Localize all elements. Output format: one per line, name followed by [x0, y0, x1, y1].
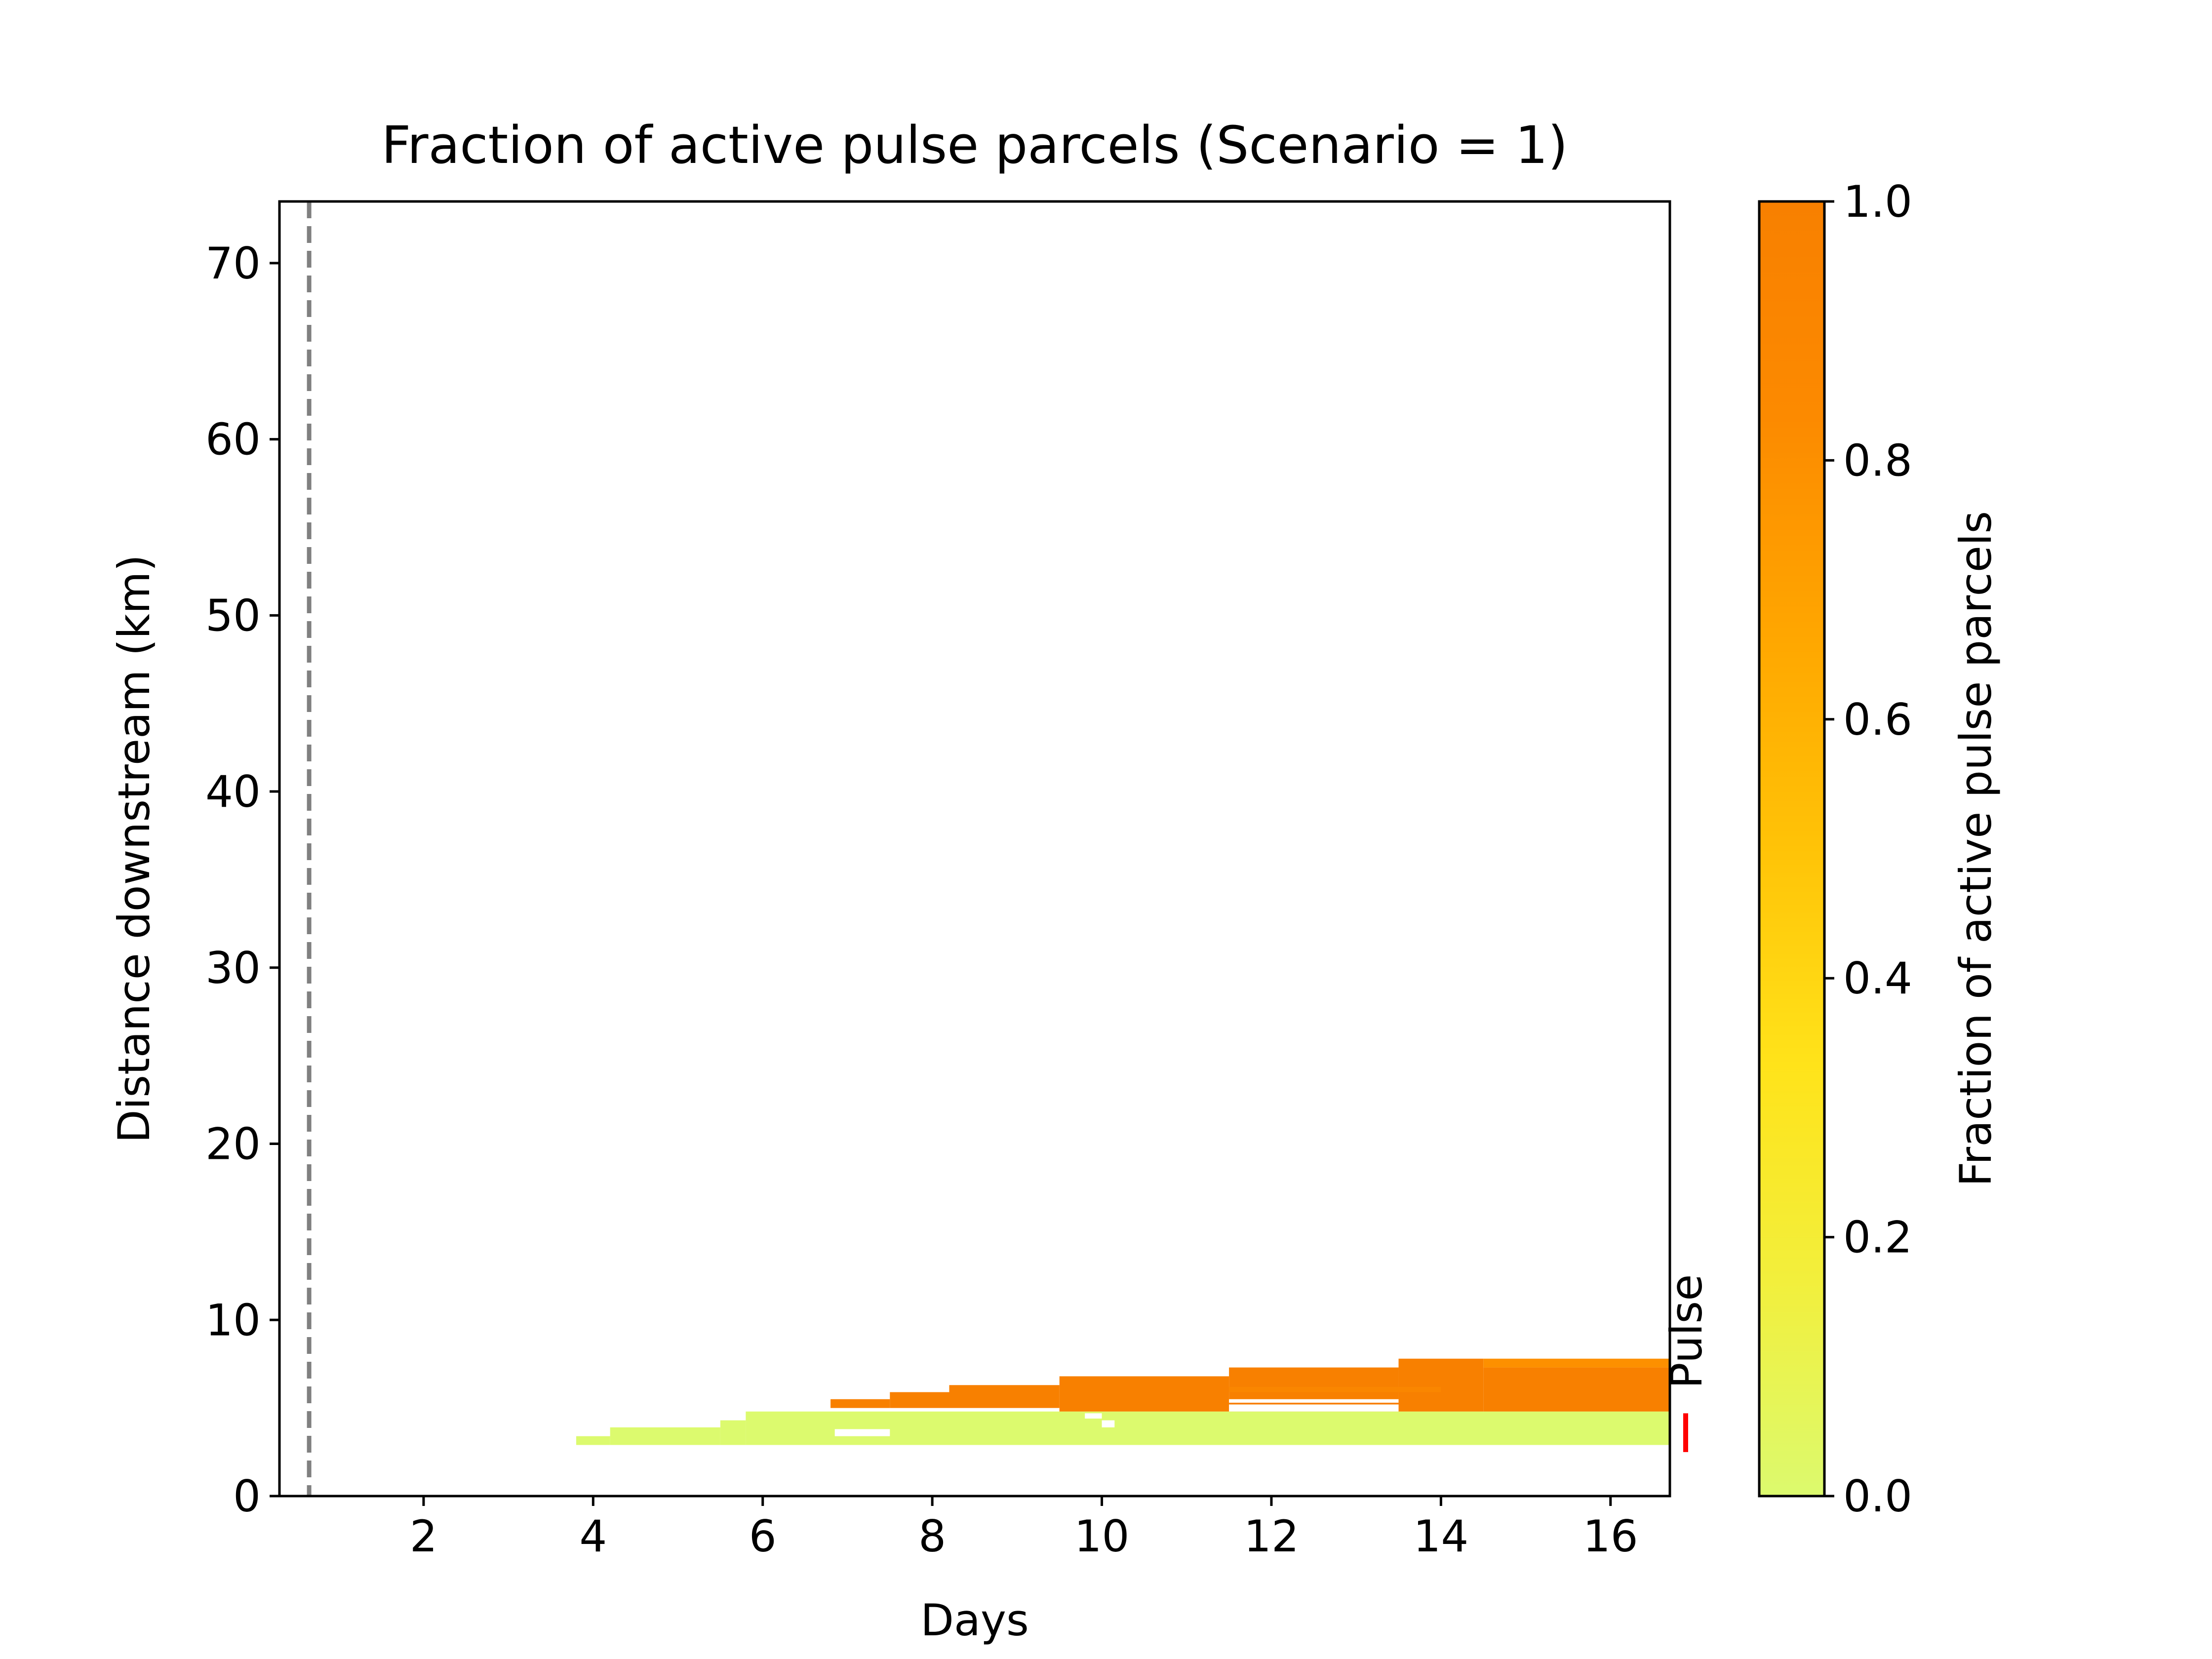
heatmap-cell [1059, 1376, 1229, 1412]
x-tick-label: 2 [410, 1511, 437, 1562]
x-tick-label: 16 [1583, 1511, 1638, 1562]
heatmap-cell [949, 1385, 1060, 1408]
x-axis-ticks: 2 4 6 8 10 12 14 16 [410, 1496, 1638, 1562]
colorbar [1758, 200, 1826, 1498]
heatmap-cell [890, 1392, 949, 1408]
x-tick-label: 14 [1413, 1511, 1468, 1562]
x-tick-label: 8 [918, 1511, 946, 1562]
colorbar-tick-label: 0.8 [1843, 435, 1912, 486]
pulse-marker-label: Pulse [1661, 1274, 1712, 1389]
heatmap-cell [576, 1436, 610, 1445]
colorbar-label: Fraction of active pulse parcels [1950, 511, 2001, 1186]
colorbar-tick-label: 0.4 [1843, 953, 1912, 1004]
colorbar-ticks: 0.0 0.2 0.4 0.6 0.8 1.0 [1824, 176, 1912, 1522]
heatmap-cell [1483, 1358, 1670, 1368]
y-tick-label: 10 [205, 1295, 261, 1345]
plot-frame [278, 200, 1671, 1498]
heatmap-gap [834, 1429, 890, 1436]
x-axis-label: Days [920, 1595, 1029, 1646]
heatmap-gap [1229, 1404, 1399, 1412]
heatmap-cell [746, 1411, 1670, 1445]
y-tick-label: 20 [205, 1119, 261, 1170]
heatmap-cell [1398, 1358, 1484, 1412]
heatmap-cell [830, 1399, 890, 1408]
y-tick-label: 50 [205, 590, 261, 641]
heatmap-cell [610, 1427, 720, 1445]
y-axis-ticks: 0 10 20 30 40 50 60 70 [205, 238, 279, 1522]
y-tick-label: 30 [205, 943, 261, 993]
x-tick-label: 6 [749, 1511, 777, 1562]
x-tick-label: 10 [1074, 1511, 1130, 1562]
y-tick-label: 70 [205, 238, 261, 289]
heatmap-gap [1085, 1413, 1102, 1419]
colorbar-tick-label: 0.6 [1843, 694, 1912, 745]
y-tick-label: 0 [233, 1471, 261, 1522]
heatmap-cell [720, 1420, 746, 1445]
heatmap-cells [576, 1358, 1670, 1445]
y-tick-label: 60 [205, 414, 261, 465]
heatmap-cell [1229, 1386, 1441, 1392]
colorbar-tick-label: 0.2 [1843, 1212, 1912, 1263]
heatmap-cell [1229, 1367, 1399, 1399]
x-tick-label: 12 [1244, 1511, 1299, 1562]
chart-title: Fraction of active pulse parcels (Scenar… [382, 115, 1568, 175]
y-tick-label: 40 [205, 766, 261, 817]
heatmap-gap [1102, 1420, 1115, 1427]
heatmap-cell [1483, 1367, 1670, 1412]
y-axis-label: Distance downstream (km) [109, 554, 159, 1143]
x-tick-label: 4 [579, 1511, 607, 1562]
colorbar-tick-label: 0.0 [1843, 1471, 1912, 1522]
colorbar-tick-label: 1.0 [1843, 176, 1912, 227]
